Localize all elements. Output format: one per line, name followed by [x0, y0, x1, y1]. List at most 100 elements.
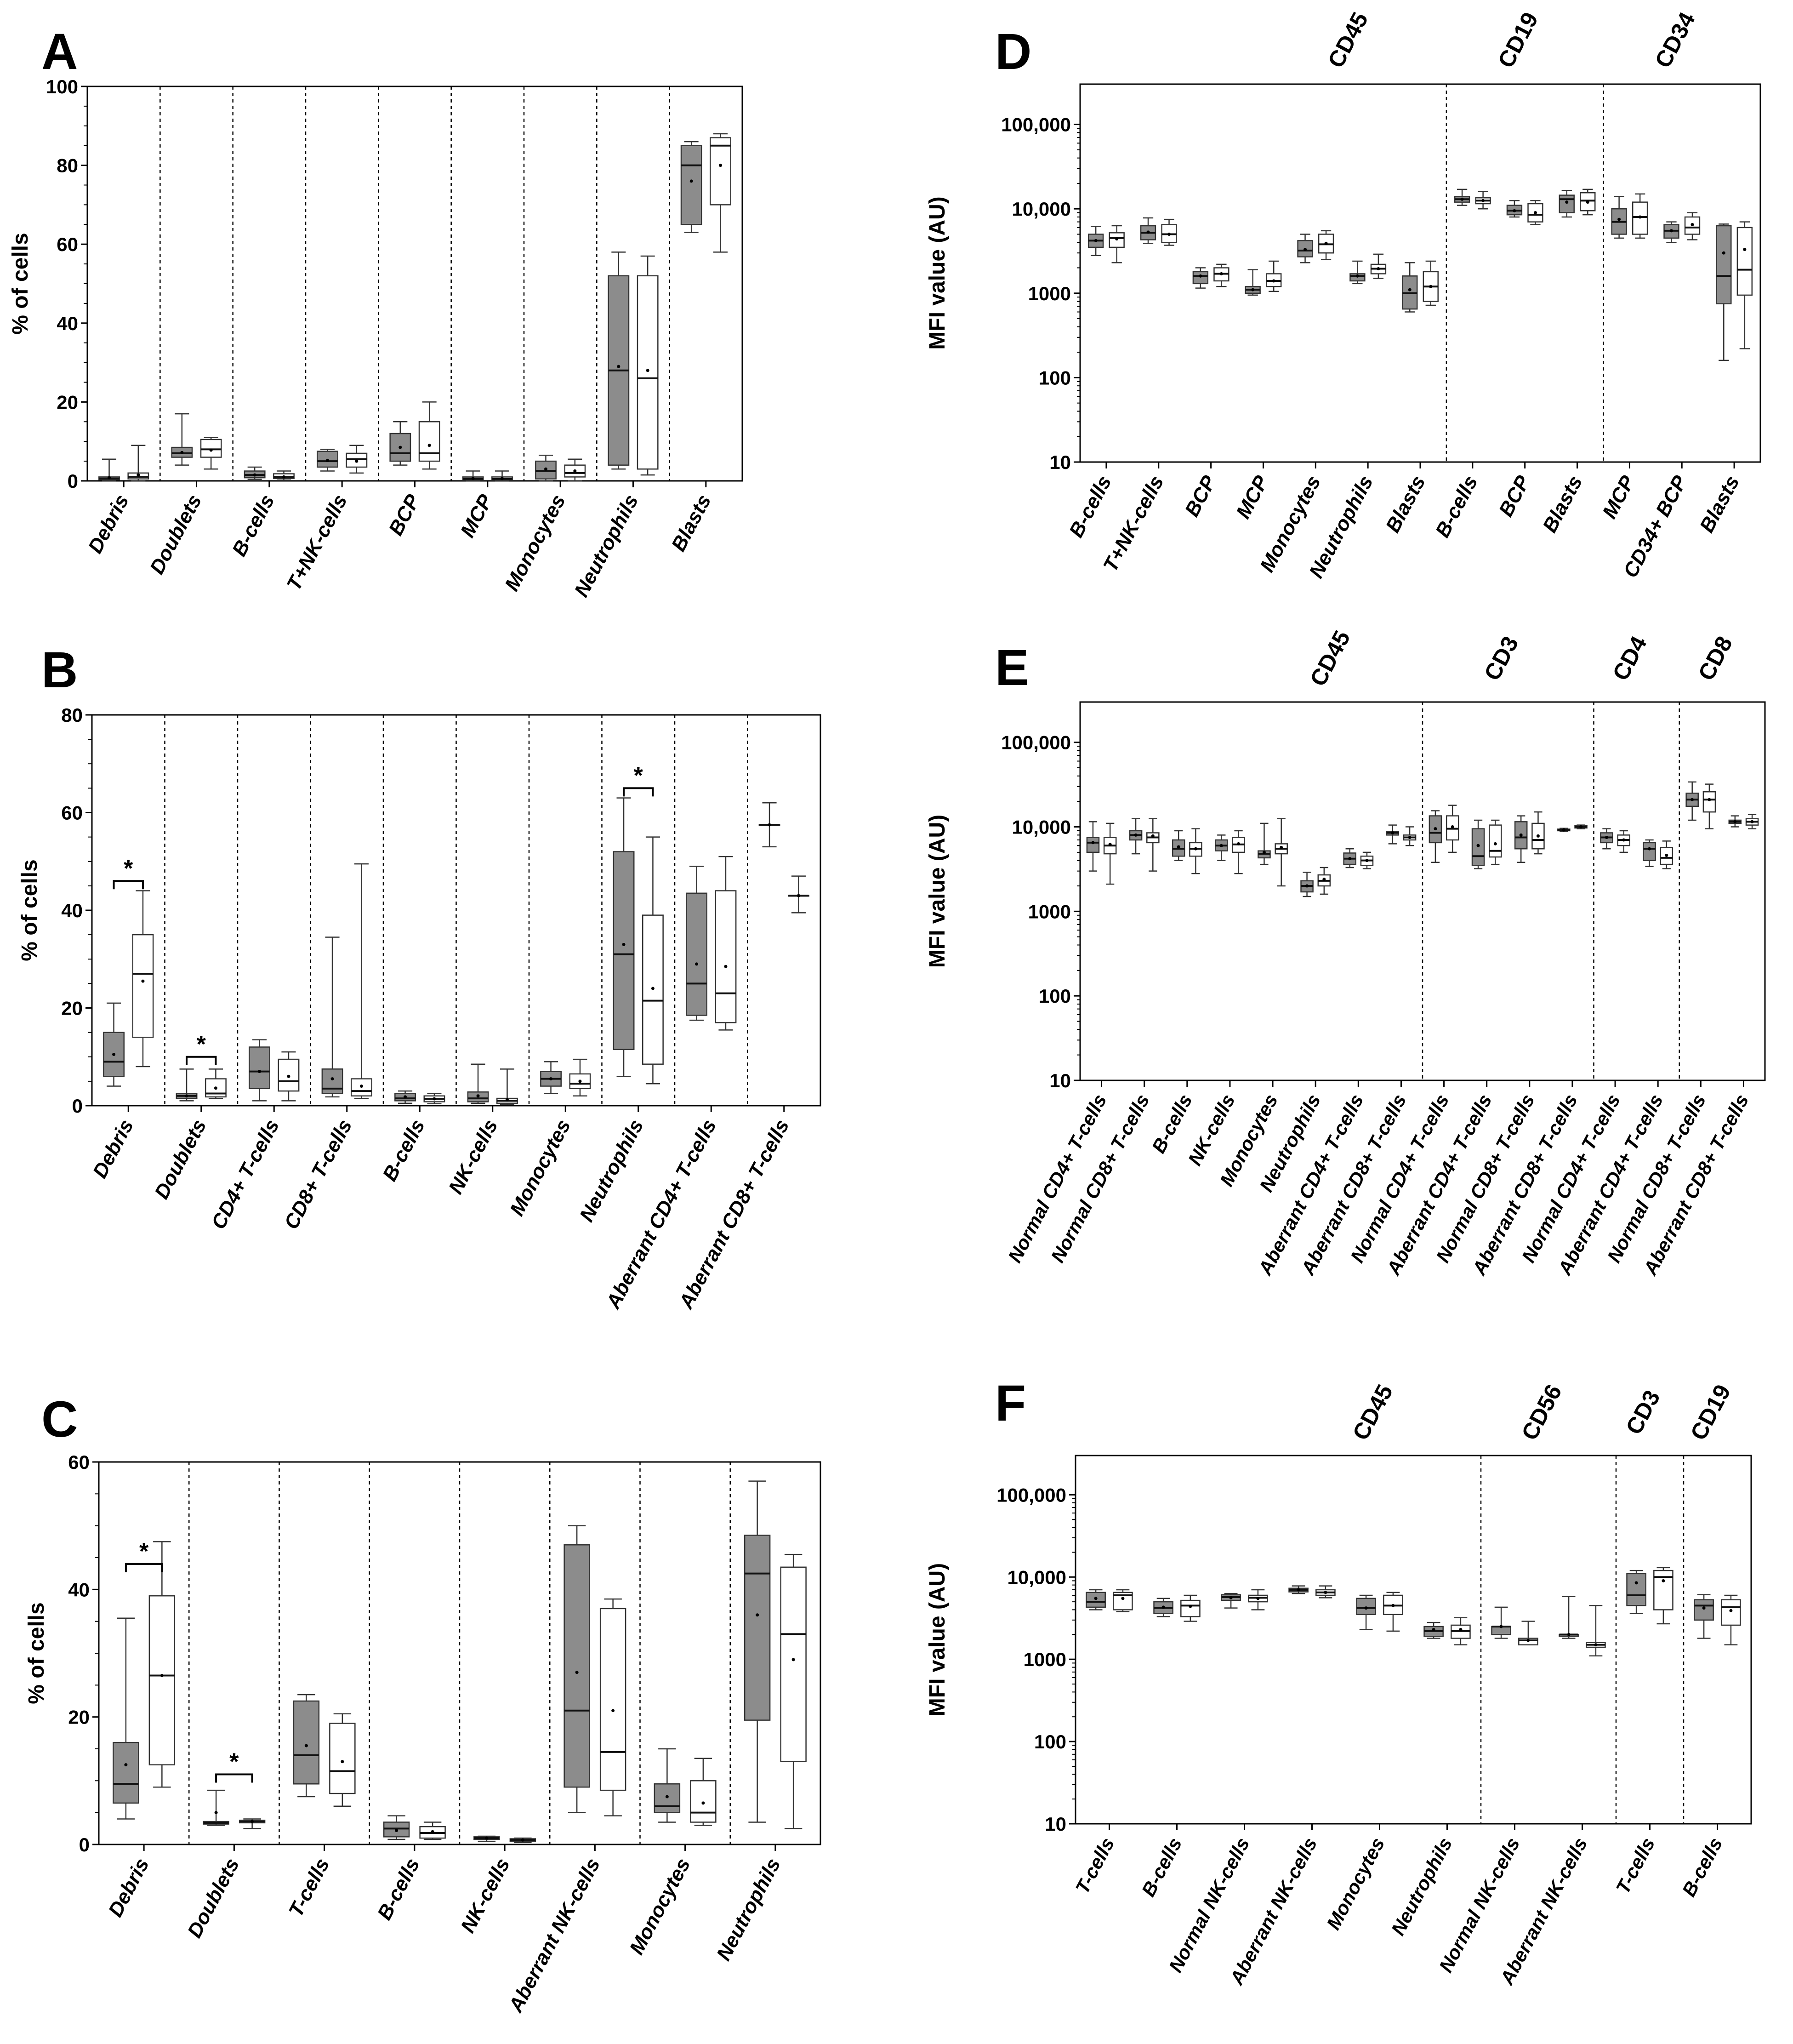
- y-tick-label: 40: [61, 900, 83, 921]
- box-group-2: [780, 1553, 807, 1829]
- x-category-label: B-cells: [1137, 1834, 1186, 1900]
- box-group-1: [1429, 810, 1442, 863]
- box: [1716, 225, 1732, 304]
- mean-marker: [282, 475, 285, 479]
- box-group-1: [1221, 1593, 1241, 1609]
- x-category-label: Monocytes: [506, 1116, 575, 1220]
- box-group-1: [1559, 190, 1575, 218]
- mean-marker: [1648, 847, 1651, 851]
- mean-marker: [651, 987, 655, 990]
- box: [637, 275, 659, 470]
- box-group-1: [1663, 221, 1679, 243]
- mean-marker: [1617, 217, 1621, 221]
- box-group-1: [1685, 781, 1699, 821]
- box-group-2: [346, 445, 368, 474]
- mean-marker: [1432, 1627, 1435, 1631]
- mean-marker: [137, 473, 140, 477]
- mean-marker: [646, 369, 649, 372]
- mean-marker: [1167, 232, 1171, 236]
- box-group-2: [1103, 822, 1117, 885]
- box-group-1: [1192, 267, 1209, 289]
- mean-marker: [209, 448, 213, 452]
- box-group-1: [1356, 1594, 1376, 1630]
- box-group-1: [389, 421, 411, 466]
- significance-bracket: [623, 787, 654, 797]
- box-group-2: [419, 1821, 446, 1840]
- mean-marker: [485, 1836, 489, 1840]
- mean-marker: [797, 894, 800, 897]
- mean-marker: [1280, 845, 1283, 849]
- box-group-2: [1318, 230, 1334, 260]
- group-label: CD3: [1621, 1386, 1665, 1439]
- box: [1736, 227, 1753, 296]
- box-group-2: [1275, 818, 1288, 887]
- panel-letter-a: A: [41, 23, 78, 80]
- x-category-label: Monocytes: [501, 491, 570, 595]
- significance-star: *: [634, 762, 643, 789]
- box-group-1: [1643, 839, 1656, 867]
- mean-marker: [1669, 229, 1673, 233]
- box-group-1: [394, 1090, 416, 1104]
- box-group-2: [273, 470, 295, 481]
- y-tick-label: 100: [1034, 1731, 1066, 1753]
- box-group-1: [1245, 269, 1261, 296]
- significance-star: *: [139, 1538, 149, 1565]
- significance-star: *: [124, 855, 133, 882]
- mean-marker: [1562, 828, 1565, 832]
- box-group-1: [1087, 226, 1104, 256]
- y-tick-label: 10: [1049, 451, 1071, 473]
- box-group-1: [1506, 200, 1523, 218]
- mean-marker: [1579, 825, 1583, 829]
- box: [1180, 1599, 1201, 1617]
- mean-marker: [258, 1070, 262, 1073]
- x-category-label: Aberrant NK-cells: [504, 1855, 604, 2016]
- chart-panel-d: 10 100 1000 10,000 100,000 MFI value (AU) B-ce…: [925, 8, 1761, 582]
- chart-panel-f: 10 100 1000 10,000 100,000 MFI value (AU) T-ce…: [925, 1380, 1752, 1988]
- y-tick-label: 20: [68, 1707, 90, 1728]
- box-group-2: [1475, 191, 1491, 210]
- chart-panel-a: 0 20 40 60 80 100 % of cells Debris Doublets B-ce…: [8, 76, 743, 601]
- significance-star: *: [229, 1748, 239, 1775]
- mean-marker: [395, 1828, 398, 1832]
- mean-marker: [791, 1658, 795, 1661]
- x-category-label: B-cells: [1148, 1091, 1196, 1157]
- mean-marker: [1365, 859, 1369, 862]
- mean-marker: [719, 164, 722, 167]
- x-category-label: Neutrophils: [570, 491, 643, 601]
- mean-marker: [287, 1074, 290, 1078]
- mean-marker: [1134, 833, 1138, 837]
- box-group-1: [654, 1748, 681, 1823]
- box-group-2: [1146, 818, 1160, 872]
- panel-letter-f: F: [995, 1375, 1026, 1432]
- mean-marker: [1691, 223, 1694, 227]
- box-group-2: [564, 458, 586, 482]
- box-group-2: [1248, 1589, 1268, 1610]
- y-tick-label: 60: [61, 802, 83, 824]
- mean-marker: [701, 1801, 705, 1805]
- significance-bracket: [186, 1056, 217, 1065]
- mean-marker: [1729, 1609, 1733, 1612]
- mean-marker: [1536, 834, 1540, 838]
- box-group-1: [244, 466, 266, 480]
- mean-marker: [573, 469, 577, 473]
- mean-marker: [768, 823, 771, 827]
- panel-letter-e: E: [995, 639, 1029, 696]
- box-group-1: [1600, 828, 1613, 850]
- x-category-label: Neutrophils: [712, 1855, 785, 1964]
- mean-marker: [326, 458, 329, 462]
- mean-marker: [1377, 267, 1380, 271]
- x-category-label: Blasts: [667, 491, 715, 555]
- box-group-2: [1370, 253, 1387, 279]
- mean-marker: [1324, 241, 1328, 245]
- mean-marker: [141, 979, 145, 983]
- box: [278, 1058, 300, 1092]
- box: [321, 1068, 343, 1094]
- box-group-2: [710, 133, 731, 253]
- box-group-2: [1266, 260, 1282, 292]
- box-group-1: [321, 936, 343, 1098]
- box: [710, 137, 731, 206]
- box-group-2: [1653, 1567, 1673, 1625]
- mean-marker: [611, 1709, 615, 1713]
- box-group-2: [642, 836, 664, 1085]
